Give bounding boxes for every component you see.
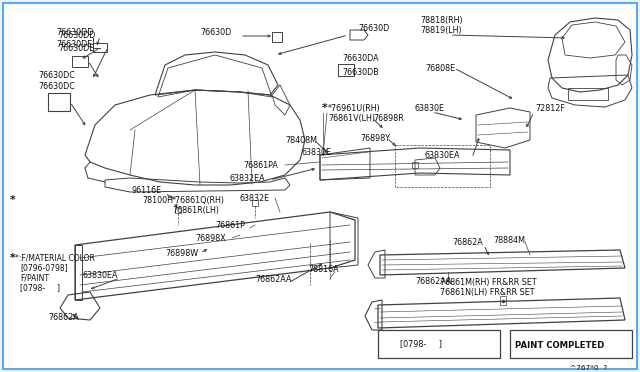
Text: 76630DC: 76630DC bbox=[38, 81, 75, 90]
Bar bbox=[510, 330, 632, 358]
Text: 76630DD: 76630DD bbox=[56, 28, 93, 36]
Text: 63830E: 63830E bbox=[302, 148, 332, 157]
Text: 63832EA: 63832EA bbox=[230, 173, 266, 183]
Text: *:F/MATERIAL COLOR: *:F/MATERIAL COLOR bbox=[15, 253, 95, 263]
Text: 78816A: 78816A bbox=[308, 266, 339, 275]
Text: 78884M: 78884M bbox=[493, 235, 525, 244]
Text: [0798-     ]: [0798- ] bbox=[400, 340, 442, 349]
Text: 76862A: 76862A bbox=[48, 314, 79, 323]
Bar bbox=[378, 330, 500, 358]
Text: 76630DE: 76630DE bbox=[58, 44, 94, 52]
Text: *76861Q(RH): *76861Q(RH) bbox=[172, 196, 225, 205]
Text: 76898Y: 76898Y bbox=[360, 134, 390, 142]
Text: 63830EA: 63830EA bbox=[82, 270, 118, 279]
Bar bbox=[72, 56, 88, 67]
Text: *76961U(RH): *76961U(RH) bbox=[328, 103, 381, 112]
Bar bbox=[338, 64, 354, 76]
Text: *: * bbox=[10, 195, 15, 205]
Text: 76630D: 76630D bbox=[358, 23, 389, 32]
Bar bbox=[48, 93, 70, 111]
Text: 78818(RH): 78818(RH) bbox=[420, 16, 463, 25]
Text: 63830EA: 63830EA bbox=[425, 151, 461, 160]
Text: 76630DD: 76630DD bbox=[58, 31, 95, 39]
Text: 78819(LH): 78819(LH) bbox=[420, 26, 461, 35]
Text: PAINT COMPLETED: PAINT COMPLETED bbox=[515, 340, 604, 350]
Text: 76861N(LH) FR&RR SET: 76861N(LH) FR&RR SET bbox=[440, 288, 534, 296]
Text: ^767*0  ?: ^767*0 ? bbox=[570, 365, 607, 371]
Text: 96116E: 96116E bbox=[132, 186, 162, 195]
Text: F/PAINT: F/PAINT bbox=[20, 273, 49, 282]
Text: 76861M(RH) FR&RR SET: 76861M(RH) FR&RR SET bbox=[440, 278, 536, 286]
Text: 76630DA: 76630DA bbox=[342, 54, 379, 62]
Text: 76630DC: 76630DC bbox=[38, 71, 75, 80]
Text: 76808E: 76808E bbox=[425, 64, 455, 73]
Text: *: * bbox=[322, 103, 328, 113]
Text: 76861P: 76861P bbox=[215, 221, 245, 230]
Bar bbox=[395, 145, 490, 187]
Text: 76861R(LH): 76861R(LH) bbox=[172, 205, 219, 215]
Text: 72812F: 72812F bbox=[535, 103, 565, 112]
Text: 78408M: 78408M bbox=[285, 135, 317, 144]
Text: 76861V(LH): 76861V(LH) bbox=[328, 113, 375, 122]
Text: 76630DE: 76630DE bbox=[56, 39, 92, 48]
Text: 76862A: 76862A bbox=[452, 237, 483, 247]
Text: 76630DB: 76630DB bbox=[342, 67, 379, 77]
Text: 78100H: 78100H bbox=[142, 196, 173, 205]
Text: [0798-     ]: [0798- ] bbox=[20, 283, 60, 292]
Bar bbox=[568, 88, 608, 100]
Text: 76898X: 76898X bbox=[195, 234, 226, 243]
Text: 63832E: 63832E bbox=[240, 193, 270, 202]
Text: *: * bbox=[10, 253, 15, 263]
Text: 76862AA: 76862AA bbox=[255, 276, 291, 285]
Text: 76630D: 76630D bbox=[200, 28, 231, 36]
Text: 76861PA: 76861PA bbox=[243, 160, 278, 170]
Text: 76898R: 76898R bbox=[373, 113, 404, 122]
Text: 76898W: 76898W bbox=[165, 248, 198, 257]
Text: 76862AA: 76862AA bbox=[415, 278, 451, 286]
Text: [0796-0798]: [0796-0798] bbox=[20, 263, 68, 273]
Text: 63830E: 63830E bbox=[415, 103, 445, 112]
